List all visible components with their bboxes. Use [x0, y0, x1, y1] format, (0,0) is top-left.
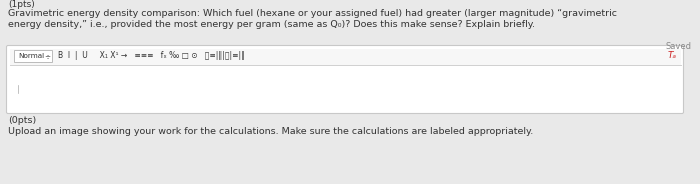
Text: ÷: ÷	[44, 53, 50, 59]
Bar	[14, 50, 52, 62]
Bar	[10, 49, 680, 65]
Text: Normal: Normal	[18, 53, 44, 59]
Text: energy density,” i.e., provided the most energy per gram (same as Q₀)? Does this: energy density,” i.e., provided the most…	[8, 20, 535, 29]
Text: (1pts): (1pts)	[8, 0, 35, 9]
Text: Tₐ: Tₐ	[668, 52, 677, 61]
Text: B  I  |  U     X₁ X¹ →   ≡≡≡   fₓ ‰ □ ⊙   ⬞≡|‖|⬞|≡|‖: B I | U X₁ X¹ → ≡≡≡ fₓ ‰ □ ⊙ ⬞≡|‖|⬞|≡|‖	[58, 52, 245, 61]
Text: Gravimetric energy density comparison: Which fuel (hexane or your assigned fuel): Gravimetric energy density comparison: W…	[8, 9, 617, 18]
FancyBboxPatch shape	[6, 45, 683, 114]
Text: Upload an image showing your work for the calculations. Make sure the calculatio: Upload an image showing your work for th…	[8, 127, 533, 136]
Text: (0pts): (0pts)	[8, 116, 36, 125]
Text: Saved: Saved	[666, 42, 692, 51]
